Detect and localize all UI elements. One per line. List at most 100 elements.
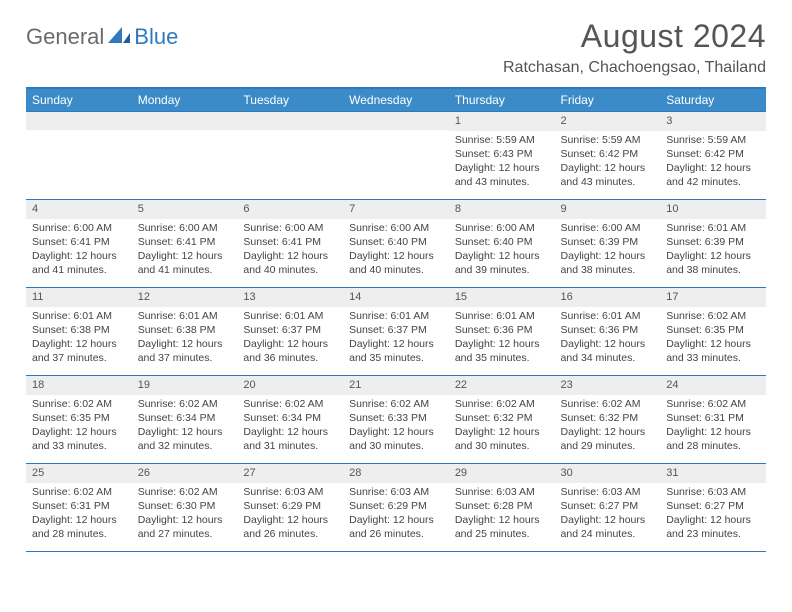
sunset-text: Sunset: 6:31 PM: [666, 411, 760, 425]
calendar-day-cell: 20Sunrise: 6:02 AMSunset: 6:34 PMDayligh…: [237, 376, 343, 464]
calendar-day-cell: 14Sunrise: 6:01 AMSunset: 6:37 PMDayligh…: [343, 288, 449, 376]
sunset-text: Sunset: 6:35 PM: [666, 323, 760, 337]
sunset-text: Sunset: 6:32 PM: [455, 411, 549, 425]
daylight-text: Daylight: 12 hours and 40 minutes.: [243, 249, 337, 277]
sunset-text: Sunset: 6:39 PM: [561, 235, 655, 249]
logo-text-general: General: [26, 24, 104, 50]
day-details: Sunrise: 6:01 AMSunset: 6:37 PMDaylight:…: [237, 307, 343, 370]
calendar-day-cell: 8Sunrise: 6:00 AMSunset: 6:40 PMDaylight…: [449, 200, 555, 288]
sunset-text: Sunset: 6:40 PM: [349, 235, 443, 249]
day-details: Sunrise: 6:03 AMSunset: 6:29 PMDaylight:…: [237, 483, 343, 546]
day-number: 1: [449, 112, 555, 131]
day-details: Sunrise: 6:02 AMSunset: 6:34 PMDaylight:…: [237, 395, 343, 458]
day-number: 18: [26, 376, 132, 395]
day-details: Sunrise: 6:00 AMSunset: 6:40 PMDaylight:…: [343, 219, 449, 282]
calendar-day-cell: 25Sunrise: 6:02 AMSunset: 6:31 PMDayligh…: [26, 464, 132, 552]
sunset-text: Sunset: 6:29 PM: [349, 499, 443, 513]
sunrise-text: Sunrise: 6:01 AM: [243, 309, 337, 323]
sunrise-text: Sunrise: 6:01 AM: [349, 309, 443, 323]
calendar-day-cell: 16Sunrise: 6:01 AMSunset: 6:36 PMDayligh…: [555, 288, 661, 376]
sunrise-text: Sunrise: 6:03 AM: [455, 485, 549, 499]
calendar-day-cell: 24Sunrise: 6:02 AMSunset: 6:31 PMDayligh…: [660, 376, 766, 464]
daylight-text: Daylight: 12 hours and 26 minutes.: [243, 513, 337, 541]
sunset-text: Sunset: 6:42 PM: [561, 147, 655, 161]
day-details: Sunrise: 6:01 AMSunset: 6:38 PMDaylight:…: [26, 307, 132, 370]
sunset-text: Sunset: 6:30 PM: [138, 499, 232, 513]
calendar-day-cell: 31Sunrise: 6:03 AMSunset: 6:27 PMDayligh…: [660, 464, 766, 552]
sunset-text: Sunset: 6:29 PM: [243, 499, 337, 513]
sunrise-text: Sunrise: 6:02 AM: [138, 485, 232, 499]
day-number: 8: [449, 200, 555, 219]
day-number: 22: [449, 376, 555, 395]
day-details: Sunrise: 6:01 AMSunset: 6:36 PMDaylight:…: [449, 307, 555, 370]
calendar-day-cell: 27Sunrise: 6:03 AMSunset: 6:29 PMDayligh…: [237, 464, 343, 552]
day-number: 2: [555, 112, 661, 131]
daylight-text: Daylight: 12 hours and 25 minutes.: [455, 513, 549, 541]
day-number: 17: [660, 288, 766, 307]
header: General Blue August 2024 Ratchasan, Chac…: [26, 18, 766, 77]
logo-sail-icon: [108, 25, 130, 50]
day-number: 21: [343, 376, 449, 395]
daylight-text: Daylight: 12 hours and 39 minutes.: [455, 249, 549, 277]
sunset-text: Sunset: 6:33 PM: [349, 411, 443, 425]
day-number: 7: [343, 200, 449, 219]
daylight-text: Daylight: 12 hours and 33 minutes.: [32, 425, 126, 453]
sunset-text: Sunset: 6:40 PM: [455, 235, 549, 249]
day-number: [132, 112, 238, 130]
sunrise-text: Sunrise: 6:03 AM: [243, 485, 337, 499]
sunrise-text: Sunrise: 6:01 AM: [666, 221, 760, 235]
calendar-day-cell: [343, 112, 449, 200]
sunset-text: Sunset: 6:43 PM: [455, 147, 549, 161]
calendar-day-cell: 1Sunrise: 5:59 AMSunset: 6:43 PMDaylight…: [449, 112, 555, 200]
sunset-text: Sunset: 6:41 PM: [32, 235, 126, 249]
calendar-day-cell: 3Sunrise: 5:59 AMSunset: 6:42 PMDaylight…: [660, 112, 766, 200]
calendar-day-cell: 22Sunrise: 6:02 AMSunset: 6:32 PMDayligh…: [449, 376, 555, 464]
sunrise-text: Sunrise: 6:01 AM: [32, 309, 126, 323]
daylight-text: Daylight: 12 hours and 28 minutes.: [666, 425, 760, 453]
day-number: [237, 112, 343, 130]
header-saturday: Saturday: [660, 88, 766, 112]
day-details: Sunrise: 6:03 AMSunset: 6:29 PMDaylight:…: [343, 483, 449, 546]
daylight-text: Daylight: 12 hours and 27 minutes.: [138, 513, 232, 541]
day-details: Sunrise: 6:02 AMSunset: 6:31 PMDaylight:…: [26, 483, 132, 546]
sunset-text: Sunset: 6:34 PM: [243, 411, 337, 425]
day-details: Sunrise: 6:00 AMSunset: 6:40 PMDaylight:…: [449, 219, 555, 282]
sunset-text: Sunset: 6:41 PM: [138, 235, 232, 249]
day-number: 3: [660, 112, 766, 131]
sunset-text: Sunset: 6:34 PM: [138, 411, 232, 425]
header-monday: Monday: [132, 88, 238, 112]
sunrise-text: Sunrise: 6:02 AM: [32, 485, 126, 499]
daylight-text: Daylight: 12 hours and 42 minutes.: [666, 161, 760, 189]
sunset-text: Sunset: 6:35 PM: [32, 411, 126, 425]
logo-text-blue: Blue: [134, 24, 178, 50]
day-number: [343, 112, 449, 130]
day-number: 20: [237, 376, 343, 395]
calendar-day-cell: 30Sunrise: 6:03 AMSunset: 6:27 PMDayligh…: [555, 464, 661, 552]
sunrise-text: Sunrise: 5:59 AM: [666, 133, 760, 147]
month-title: August 2024: [503, 18, 766, 55]
weekday-header-row: Sunday Monday Tuesday Wednesday Thursday…: [26, 88, 766, 112]
location-text: Ratchasan, Chachoengsao, Thailand: [503, 59, 766, 77]
day-number: 28: [343, 464, 449, 483]
day-details: Sunrise: 6:00 AMSunset: 6:41 PMDaylight:…: [26, 219, 132, 282]
sunset-text: Sunset: 6:38 PM: [138, 323, 232, 337]
day-details: Sunrise: 6:02 AMSunset: 6:31 PMDaylight:…: [660, 395, 766, 458]
sunset-text: Sunset: 6:28 PM: [455, 499, 549, 513]
day-details: Sunrise: 6:03 AMSunset: 6:27 PMDaylight:…: [555, 483, 661, 546]
day-number: 5: [132, 200, 238, 219]
calendar-day-cell: 11Sunrise: 6:01 AMSunset: 6:38 PMDayligh…: [26, 288, 132, 376]
calendar-day-cell: [132, 112, 238, 200]
calendar-table: Sunday Monday Tuesday Wednesday Thursday…: [26, 87, 766, 552]
daylight-text: Daylight: 12 hours and 37 minutes.: [32, 337, 126, 365]
daylight-text: Daylight: 12 hours and 36 minutes.: [243, 337, 337, 365]
calendar-day-cell: 28Sunrise: 6:03 AMSunset: 6:29 PMDayligh…: [343, 464, 449, 552]
calendar-day-cell: 4Sunrise: 6:00 AMSunset: 6:41 PMDaylight…: [26, 200, 132, 288]
sunrise-text: Sunrise: 6:00 AM: [32, 221, 126, 235]
sunrise-text: Sunrise: 6:02 AM: [349, 397, 443, 411]
header-wednesday: Wednesday: [343, 88, 449, 112]
day-number: 15: [449, 288, 555, 307]
day-number: 10: [660, 200, 766, 219]
daylight-text: Daylight: 12 hours and 32 minutes.: [138, 425, 232, 453]
day-number: 27: [237, 464, 343, 483]
day-details: Sunrise: 6:01 AMSunset: 6:39 PMDaylight:…: [660, 219, 766, 282]
